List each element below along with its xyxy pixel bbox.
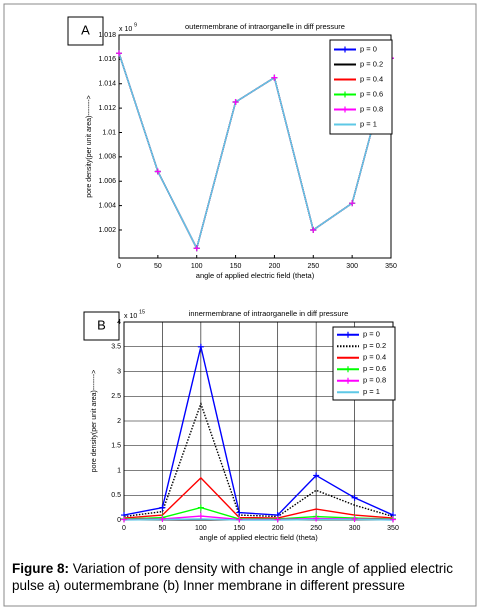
- legend-box: [329, 39, 393, 135]
- y-tick-label: 1.008: [98, 154, 116, 161]
- y-multiplier-exp: 9: [134, 22, 137, 28]
- series-line: [118, 53, 392, 251]
- x-tick-label: 250: [310, 525, 322, 532]
- x-tick-label: 150: [233, 525, 245, 532]
- y-tick-label: 1.006: [98, 178, 116, 185]
- legend-label: p = 1: [360, 119, 377, 128]
- caption: Figure 8: Variation of pore density with…: [12, 560, 474, 594]
- panel-label: B: [97, 317, 106, 332]
- x-tick-label: 300: [349, 525, 361, 532]
- legend-label: p = 0.2: [363, 341, 386, 350]
- marker: [313, 515, 320, 522]
- y-tick-label: 1.016: [98, 56, 116, 63]
- marker: [236, 516, 243, 523]
- figure-border: [3, 3, 477, 607]
- legend-marker: [342, 91, 348, 98]
- y-multiplier: x 10: [124, 313, 137, 320]
- y-axis-label: pore density(per unit area)------->: [86, 95, 93, 198]
- series-line: [123, 518, 394, 521]
- x-tick-label: 50: [154, 263, 162, 270]
- marker: [116, 50, 122, 57]
- y-tick-label: 1.01: [102, 129, 116, 136]
- marker: [390, 516, 396, 523]
- chart-title: innermembrane of intraorganelle in diff …: [189, 309, 349, 318]
- legend-label: p = 1: [363, 387, 380, 396]
- marker: [349, 200, 356, 207]
- x-tick-label: 350: [385, 263, 397, 270]
- y-multiplier-exp: 15: [139, 309, 145, 315]
- marker: [274, 516, 281, 523]
- legend-label: p = 0: [360, 44, 377, 53]
- x-tick-label: 350: [387, 525, 399, 532]
- y-multiplier: x 10: [119, 26, 132, 33]
- x-tick-label: 0: [117, 263, 121, 270]
- marker: [159, 516, 166, 523]
- series-line: [123, 476, 394, 519]
- legend-label: p = 0.8: [363, 376, 386, 385]
- y-tick-label: 1.018: [98, 32, 116, 39]
- y-tick-label: 2.5: [111, 393, 121, 400]
- y-tick-label: 4: [117, 319, 121, 326]
- marker: [271, 74, 278, 81]
- legend-label: p = 0.4: [360, 74, 383, 83]
- legend-label: p = 0.8: [360, 104, 383, 113]
- y-tick-label: 3: [117, 368, 121, 375]
- legend-label: p = 0: [363, 330, 380, 339]
- legend-label: p = 0.2: [360, 59, 383, 68]
- y-tick-label: 0: [117, 517, 121, 524]
- marker: [236, 509, 243, 516]
- x-tick-label: 200: [272, 525, 284, 532]
- series-line: [123, 401, 394, 518]
- y-axis-label: pore density(per unit area)------->: [91, 370, 98, 473]
- caption-text: Variation of pore density with change in…: [12, 561, 454, 593]
- y-tick-label: 1.012: [98, 105, 116, 112]
- marker: [351, 494, 358, 501]
- panel-box: [67, 16, 104, 46]
- y-tick-label: 0.5: [111, 492, 121, 499]
- legend-marker: [342, 46, 348, 53]
- chart-title: outermembrane of intraorganelle in diff …: [185, 22, 345, 31]
- marker: [193, 245, 200, 252]
- marker: [232, 99, 239, 106]
- legend-label: p = 0.6: [360, 89, 383, 98]
- x-tick-label: 300: [346, 263, 358, 270]
- x-tick-label: 50: [159, 525, 167, 532]
- x-axis-label: angle of applied electric field (theta): [199, 533, 318, 542]
- series-line: [123, 346, 394, 516]
- y-tick-label: 1.002: [98, 227, 116, 234]
- panel-box: [83, 311, 120, 341]
- marker: [154, 168, 161, 175]
- caption-label: Figure 8:: [12, 561, 70, 576]
- marker: [197, 343, 204, 350]
- y-tick-label: 1.5: [111, 443, 121, 450]
- legend-label: p = 0.6: [363, 364, 386, 373]
- y-tick-label: 2: [117, 418, 121, 425]
- x-tick-label: 250: [307, 263, 319, 270]
- legend-marker: [345, 366, 351, 373]
- marker: [159, 504, 166, 511]
- x-tick-label: 100: [191, 263, 203, 270]
- marker: [197, 504, 204, 511]
- legend-marker: [345, 377, 351, 384]
- legend-label: p = 0.4: [363, 353, 386, 362]
- legend-box: [332, 326, 396, 401]
- y-tick-label: 3.5: [111, 344, 121, 351]
- y-tick-label: 1.004: [98, 202, 116, 209]
- x-tick-label: 200: [269, 263, 281, 270]
- marker: [121, 516, 127, 523]
- legend-marker: [345, 331, 351, 338]
- x-axis-label: angle of applied electric field (theta): [196, 271, 315, 280]
- marker: [310, 226, 317, 233]
- y-tick-label: 1.014: [98, 81, 116, 88]
- marker: [351, 516, 358, 523]
- x-tick-label: 100: [195, 525, 207, 532]
- x-tick-label: 0: [122, 525, 126, 532]
- y-tick-label: 1: [117, 467, 121, 474]
- panel-label: A: [81, 22, 90, 37]
- x-tick-label: 150: [230, 263, 242, 270]
- legend-marker: [342, 106, 348, 113]
- marker: [313, 472, 320, 479]
- marker: [197, 513, 204, 520]
